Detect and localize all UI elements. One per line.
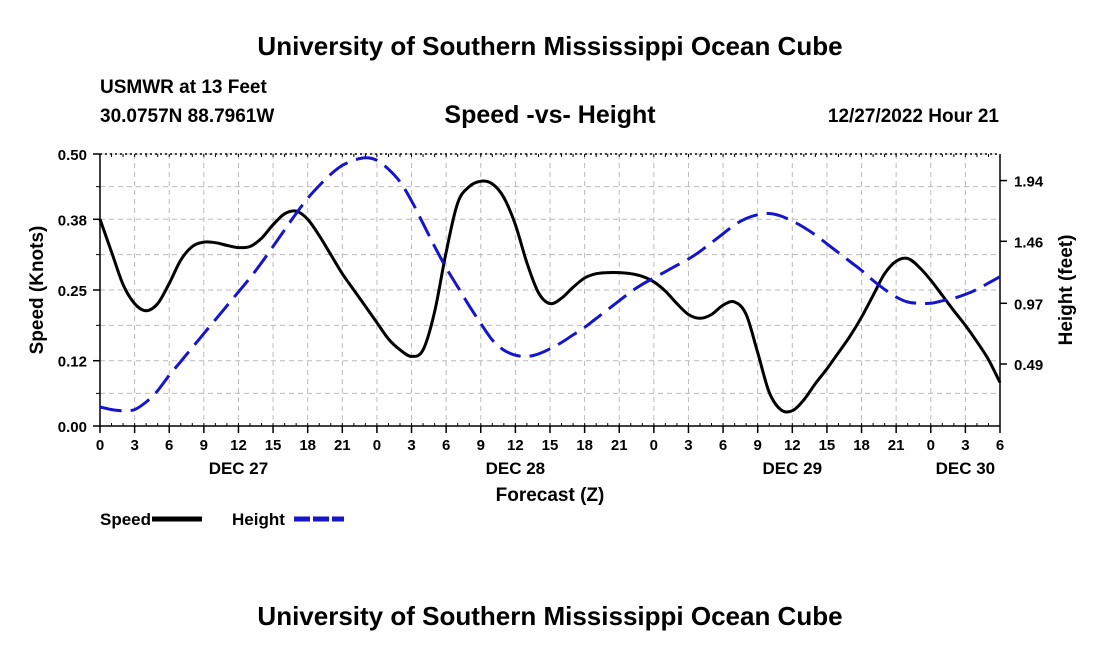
x-tick-label: 6 bbox=[442, 437, 450, 454]
y2-tick-label: 0.97 bbox=[1014, 296, 1043, 313]
x-tick-label: 9 bbox=[754, 437, 762, 454]
y2-tick-label: 1.94 bbox=[1014, 174, 1044, 191]
footer-title: University of Southern Mississippi Ocean… bbox=[257, 601, 843, 631]
y-tick-label: 0.00 bbox=[58, 419, 87, 436]
x-tick-label: 18 bbox=[299, 437, 316, 454]
y-tick-label: 0.12 bbox=[58, 354, 87, 371]
y-axis-title: Speed (Knots) bbox=[27, 226, 48, 355]
x-tick-label: 3 bbox=[407, 437, 415, 454]
series-line-height bbox=[99, 156, 1001, 413]
x-tick-label: 21 bbox=[888, 437, 905, 454]
y2-axis-title: Height (feet) bbox=[1056, 235, 1077, 346]
x-tick-label: 3 bbox=[961, 437, 969, 454]
x-tick-label: 15 bbox=[819, 437, 836, 454]
legend-label-height: Height bbox=[232, 510, 285, 529]
x-tick-label: 0 bbox=[650, 437, 658, 454]
x-tick-label: 0 bbox=[96, 437, 104, 454]
x-tick-label: 3 bbox=[130, 437, 138, 454]
series-line-speed bbox=[98, 179, 1002, 414]
x-axis-title: Forecast (Z) bbox=[496, 485, 605, 506]
y-tick-label: 0.38 bbox=[58, 212, 87, 229]
x-tick-label: 6 bbox=[719, 437, 727, 454]
x-tick-label: 18 bbox=[853, 437, 870, 454]
legend-label-speed: Speed bbox=[100, 510, 151, 529]
x-tick-label: 15 bbox=[265, 437, 282, 454]
x-tick-label: 6 bbox=[996, 437, 1004, 454]
x-tick-label: 18 bbox=[576, 437, 593, 454]
y2-tick-label: 0.49 bbox=[1014, 357, 1043, 374]
page-title: University of Southern Mississippi Ocean… bbox=[257, 31, 843, 61]
x-day-label: DEC 30 bbox=[936, 459, 996, 478]
x-tick-label: 0 bbox=[373, 437, 381, 454]
x-tick-label: 12 bbox=[230, 437, 247, 454]
x-tick-label: 15 bbox=[542, 437, 559, 454]
x-tick-label: 12 bbox=[507, 437, 524, 454]
x-tick-label: 21 bbox=[334, 437, 351, 454]
x-day-label: DEC 29 bbox=[763, 459, 823, 478]
station-coordinates: 30.0757N 88.7961W bbox=[100, 106, 275, 127]
x-tick-label: 6 bbox=[165, 437, 173, 454]
x-day-label: DEC 28 bbox=[486, 459, 546, 478]
x-tick-label: 21 bbox=[611, 437, 628, 454]
station-label: USMWR at 13 Feet bbox=[100, 77, 267, 98]
y-tick-label: 0.50 bbox=[58, 147, 87, 164]
x-day-label: DEC 27 bbox=[209, 459, 269, 478]
y2-tick-label: 1.46 bbox=[1014, 234, 1043, 251]
forecast-datetime: 12/27/2022 Hour 21 bbox=[827, 106, 999, 127]
y-tick-label: 0.25 bbox=[58, 283, 87, 300]
chart-title: Speed -vs- Height bbox=[444, 101, 656, 129]
x-tick-label: 0 bbox=[927, 437, 935, 454]
x-tick-label: 9 bbox=[200, 437, 208, 454]
x-tick-label: 3 bbox=[684, 437, 692, 454]
x-tick-label: 9 bbox=[477, 437, 485, 454]
x-tick-label: 12 bbox=[784, 437, 801, 454]
